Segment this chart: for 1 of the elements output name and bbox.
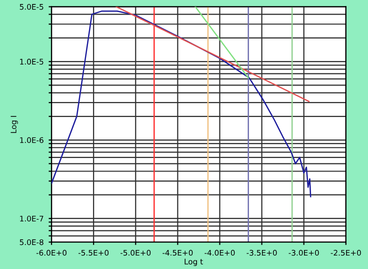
line-series [52,10,312,198]
